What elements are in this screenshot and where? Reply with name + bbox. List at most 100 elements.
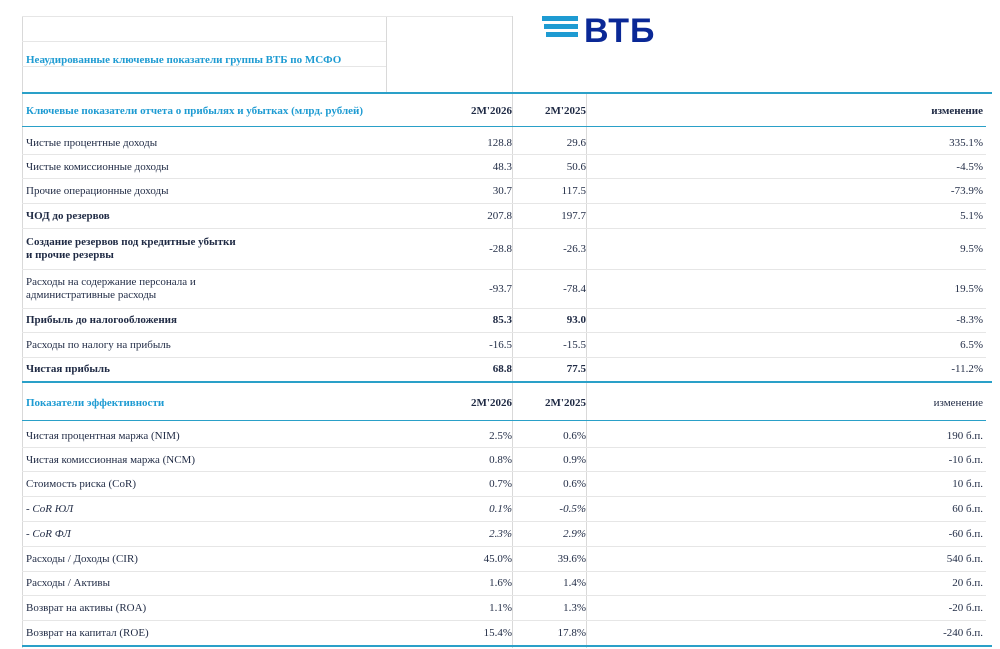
row-label: Создание резервов под кредитные убытки и … <box>26 236 236 262</box>
value-previous: 0.9% <box>563 454 586 466</box>
grid-line <box>22 308 986 309</box>
value-previous: 93.0 <box>566 314 586 326</box>
value-current: 45.0% <box>483 553 512 565</box>
col-header-current: 2М'2026 <box>471 105 512 117</box>
page-title: Неаудированные ключевые показатели групп… <box>26 54 342 66</box>
col-header-previous: 2М'2025 <box>545 397 586 409</box>
value-current: 128.8 <box>487 137 512 149</box>
section-divider <box>22 381 992 383</box>
value-previous: 0.6% <box>563 478 586 490</box>
value-change: -4.5% <box>956 161 983 173</box>
value-change: -20 б.п. <box>948 602 983 614</box>
grid-line <box>22 571 986 572</box>
grid-line <box>22 471 986 472</box>
grid-line <box>22 269 986 270</box>
vtb-logo: ВТБ <box>542 12 672 60</box>
grid-line <box>22 595 986 596</box>
row-label: Возврат на активы (ROA) <box>26 602 147 614</box>
grid-line <box>22 178 986 179</box>
col-header-previous: 2М'2025 <box>545 105 586 117</box>
value-previous: 197.7 <box>561 210 586 222</box>
value-previous: 29.6 <box>566 137 586 149</box>
grid-line <box>22 447 986 448</box>
value-current: 1.1% <box>489 602 512 614</box>
value-previous: 1.4% <box>563 577 586 589</box>
grid-line <box>22 154 986 155</box>
value-change: 60 б.п. <box>952 503 983 515</box>
row-label: Чистые комиссионные доходы <box>26 161 169 173</box>
grid-line <box>586 92 587 648</box>
value-current: 68.8 <box>492 363 512 375</box>
row-label-line: административные расходы <box>26 289 157 301</box>
value-current: -93.7 <box>489 283 512 295</box>
value-current: 30.7 <box>492 185 512 197</box>
row-label: Расходы по налогу на прибыль <box>26 339 171 351</box>
grid-line <box>22 620 986 621</box>
value-current: 0.7% <box>489 478 512 490</box>
value-previous: -15.5 <box>563 339 586 351</box>
value-current: 1.6% <box>489 577 512 589</box>
row-label: Стоимость риска (CoR) <box>26 478 137 490</box>
row-label: Расходы на содержание персонала и админис… <box>26 276 196 302</box>
grid-line <box>22 16 512 17</box>
row-label: Прочие операционные доходы <box>26 185 169 197</box>
logo-bars-icon <box>542 16 580 40</box>
grid-line <box>386 16 387 92</box>
value-current: 2.3% <box>489 528 512 540</box>
row-label: ЧОД до резервов <box>26 210 110 222</box>
col-header-change: изменение <box>931 105 983 117</box>
grid-line <box>22 228 986 229</box>
row-label: Чистая процентная маржа (NIM) <box>26 430 180 442</box>
grid-line <box>22 546 986 547</box>
value-change: 540 б.п. <box>946 553 983 565</box>
report-sheet: Неаудированные ключевые показатели групп… <box>22 12 992 648</box>
row-label: Возврат на капитал (ROE) <box>26 627 149 639</box>
row-label: - CoR ЮЛ <box>26 503 74 515</box>
value-current: 2.5% <box>489 430 512 442</box>
income-header-label: Ключевые показатели отчета о прибылях и … <box>26 105 364 117</box>
row-label: - CoR ФЛ <box>26 528 71 540</box>
grid-line <box>22 203 986 204</box>
value-current: 0.1% <box>489 503 512 515</box>
col-header-change: изменение <box>933 397 983 409</box>
value-current: -28.8 <box>489 243 512 255</box>
grid-line <box>22 66 386 67</box>
value-change: 19.5% <box>954 283 983 295</box>
section-divider <box>22 645 992 647</box>
grid-line <box>22 41 386 42</box>
value-change: 6.5% <box>960 339 983 351</box>
row-label: Расходы / Доходы (CIR) <box>26 553 138 565</box>
value-previous: -0.5% <box>559 503 586 515</box>
value-previous: -78.4 <box>563 283 586 295</box>
grid-line <box>22 357 986 358</box>
value-current: 207.8 <box>487 210 512 222</box>
efficiency-header-label: Показатели эффективности <box>26 397 165 409</box>
value-previous: 117.5 <box>561 185 586 197</box>
section-divider <box>22 92 992 94</box>
value-change: -60 б.п. <box>948 528 983 540</box>
row-label-line: Расходы на содержание персонала и <box>26 276 196 288</box>
grid-line <box>22 420 986 421</box>
value-current: -16.5 <box>489 339 512 351</box>
value-current: 48.3 <box>492 161 512 173</box>
value-change: -8.3% <box>956 314 983 326</box>
value-change: 10 б.п. <box>952 478 983 490</box>
value-previous: 17.8% <box>557 627 586 639</box>
grid-line <box>22 126 986 127</box>
value-change: 9.5% <box>960 243 983 255</box>
value-change: 20 б.п. <box>952 577 983 589</box>
value-previous: 50.6 <box>566 161 586 173</box>
value-change: 5.1% <box>960 210 983 222</box>
row-label-line: и прочие резервы <box>26 249 114 261</box>
value-change: -73.9% <box>950 185 983 197</box>
value-change: -11.2% <box>951 363 983 375</box>
value-previous: 77.5 <box>566 363 586 375</box>
grid-line <box>22 496 986 497</box>
value-current: 15.4% <box>483 627 512 639</box>
row-label: Чистая прибыль <box>26 363 110 375</box>
value-current: 85.3 <box>492 314 512 326</box>
col-header-current: 2М'2026 <box>471 397 512 409</box>
value-change: -240 б.п. <box>943 627 983 639</box>
row-label: Чистые процентные доходы <box>26 137 158 149</box>
row-label: Прибыль до налогообложения <box>26 314 177 326</box>
